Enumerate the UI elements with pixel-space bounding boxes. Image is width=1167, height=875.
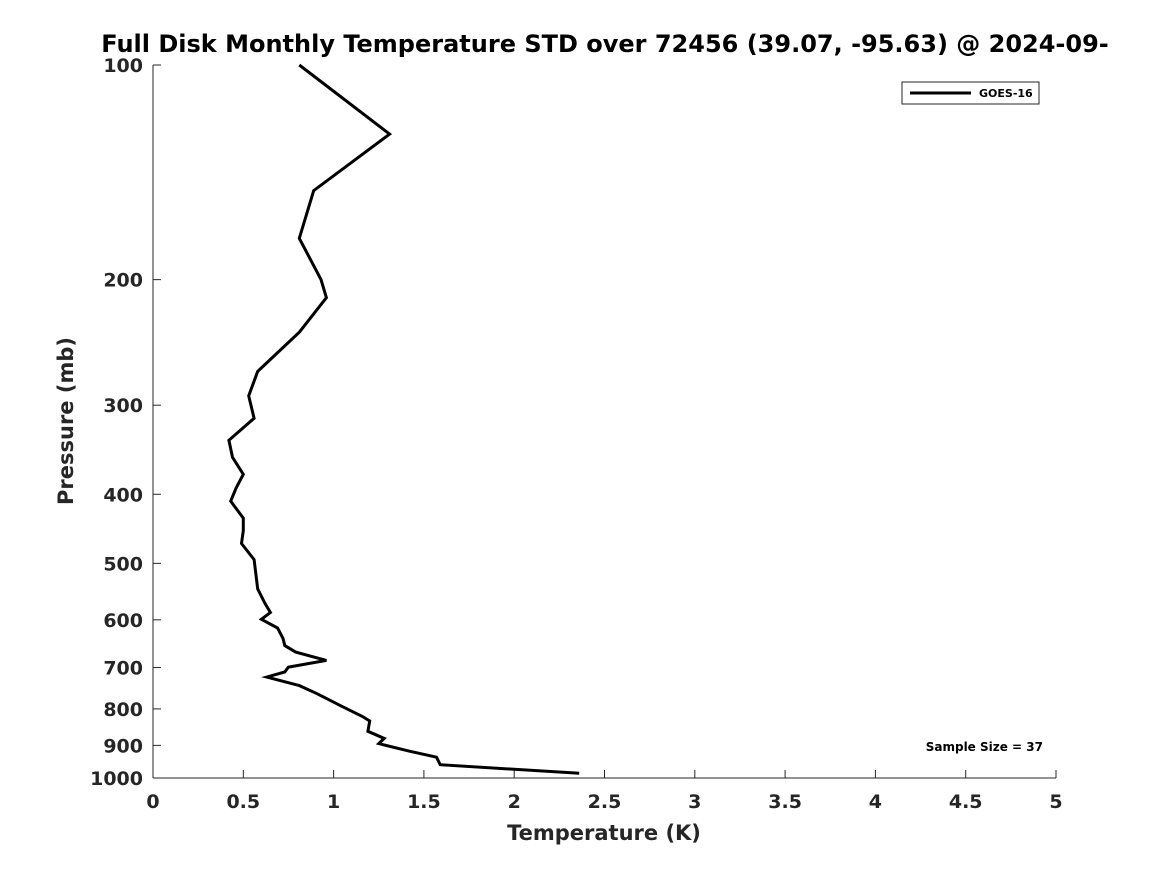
y-tick-label: 900 [103, 735, 143, 757]
x-axis-ticks: 0 0.5 1 1.5 2 2.5 3 3.5 4 4.5 5 [146, 770, 1063, 813]
series-layer [227, 63, 580, 775]
y-tick-label: 1000 [90, 768, 143, 790]
y-tick-label: 500 [103, 553, 143, 575]
chart-title: Full Disk Monthly Temperature STD over 7… [101, 30, 1108, 58]
x-tick-label: 5 [1049, 791, 1062, 813]
x-axis-label: Temperature (K) [507, 821, 701, 845]
x-tick-label: 4.5 [949, 791, 983, 813]
series-line-goes-16 [227, 63, 580, 775]
x-tick-label: 1 [327, 791, 340, 813]
y-tick-label: 300 [103, 395, 143, 417]
y-axis-label: Pressure (mb) [54, 337, 78, 505]
x-tick-label: 3.5 [768, 791, 802, 813]
y-tick-label: 100 [103, 55, 143, 77]
x-tick-label: 0 [146, 791, 159, 813]
y-tick-label: 400 [103, 484, 143, 506]
x-tick-label: 1.5 [407, 791, 441, 813]
plot-area: 0 0.5 1 1.5 2 2.5 3 3.5 4 4.5 5 100 200 300 400 500 600… [90, 55, 1063, 813]
x-tick-label: 2 [508, 791, 521, 813]
y-tick-label: 800 [103, 699, 143, 721]
y-tick-label: 200 [103, 270, 143, 292]
x-tick-label: 2.5 [588, 791, 622, 813]
x-tick-label: 4 [869, 791, 882, 813]
x-tick-label: 0.5 [226, 791, 260, 813]
sample-size-annotation: Sample Size = 37 [926, 740, 1043, 754]
legend-label-goes16: GOES-16 [979, 87, 1033, 100]
x-tick-label: 3 [688, 791, 701, 813]
y-tick-label: 700 [103, 658, 143, 680]
legend: GOES-16 [901, 81, 1040, 105]
y-axis-ticks: 100 200 300 400 500 600 700 800 900 1000 [90, 55, 161, 790]
y-tick-label: 600 [103, 610, 143, 632]
